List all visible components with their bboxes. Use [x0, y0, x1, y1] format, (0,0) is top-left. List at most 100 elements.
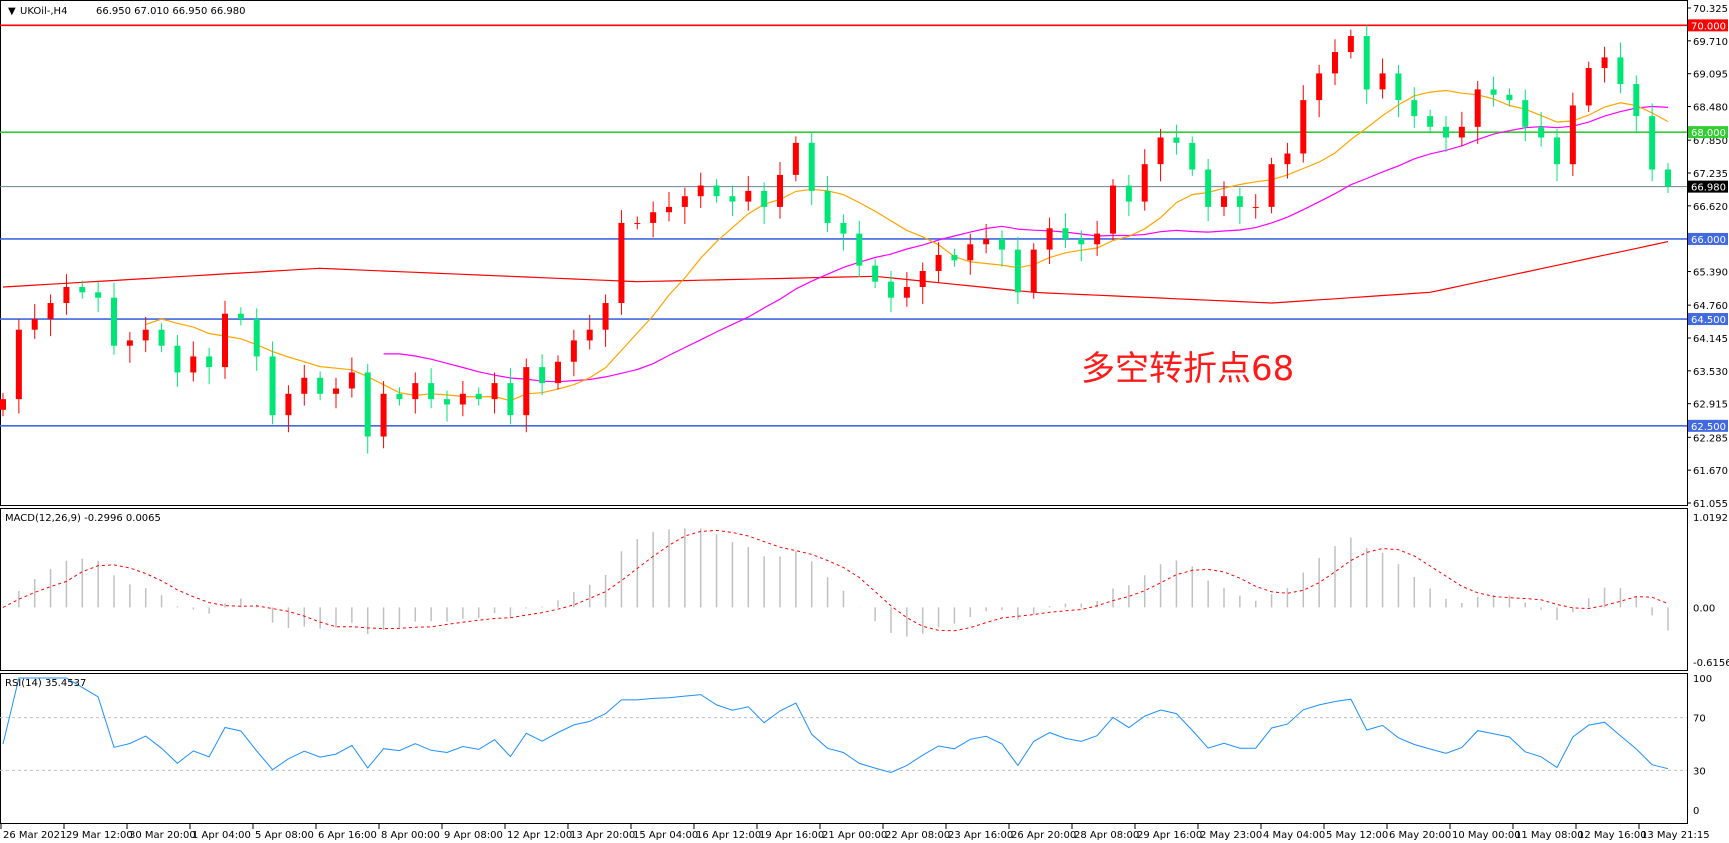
- candle-body: [1347, 36, 1354, 53]
- price-tick-label: 69.095: [1693, 70, 1728, 81]
- candle-body: [1078, 238, 1085, 245]
- price-panel-frame: [0, 0, 1688, 506]
- level-tag-label: 66.980: [1691, 183, 1726, 194]
- candle-body: [206, 356, 213, 368]
- candle-body: [1221, 196, 1227, 207]
- candle-body: [1633, 84, 1640, 117]
- rsi-tick-label: 100: [1693, 674, 1712, 685]
- candle-body: [1316, 73, 1323, 101]
- price-tick-label: 61.670: [1693, 466, 1728, 477]
- candle-body: [935, 254, 942, 271]
- candle-body: [301, 377, 308, 394]
- candle-body: [95, 292, 102, 298]
- candle-body: [1205, 169, 1212, 207]
- price-tick-label: 67.235: [1693, 169, 1728, 180]
- candle-body: [824, 190, 831, 223]
- time-tick-label: 6 May 20:00: [1389, 830, 1451, 841]
- price-tick-label: 70.325: [1693, 4, 1728, 15]
- level-tag: [1688, 232, 1728, 245]
- time-tick-label: 30 Mar 20:00: [129, 830, 196, 841]
- candle-body: [888, 281, 894, 298]
- macd-tick-label: 1.0192: [1693, 513, 1728, 524]
- candle-body: [1538, 126, 1545, 138]
- rsi-panel-frame: [0, 673, 1688, 824]
- candle-body: [1173, 137, 1180, 143]
- candle-body: [792, 142, 799, 175]
- rsi-label: RSI(14) 35.4537: [5, 678, 86, 689]
- annotation-text: 多空转折点68: [1081, 349, 1294, 389]
- candle-body: [47, 303, 54, 320]
- candle-body: [237, 313, 244, 320]
- candle-body: [15, 329, 22, 400]
- candle-body: [872, 265, 879, 282]
- candle-body: [951, 254, 958, 261]
- candle-body: [729, 196, 736, 202]
- candle-body: [840, 222, 847, 234]
- candle-body: [444, 399, 450, 405]
- candle-body: [919, 270, 926, 288]
- candle-body: [745, 190, 752, 202]
- time-tick-label: 2 May 23:00: [1200, 830, 1262, 841]
- candle-body: [650, 212, 657, 223]
- time-tick-label: 28 Apr 08:00: [1074, 830, 1139, 841]
- candle-body: [364, 372, 371, 437]
- macd-tick-label: 0.00: [1693, 603, 1715, 614]
- candle-body: [1554, 137, 1560, 165]
- candle-body: [1014, 249, 1021, 293]
- candle-body: [967, 244, 974, 261]
- price-tick-label: 63.530: [1693, 367, 1728, 378]
- level-tag: [1688, 419, 1728, 432]
- level-tag: [1688, 180, 1728, 193]
- candle-body: [1411, 100, 1418, 117]
- candle-body: [681, 196, 688, 207]
- price-panel[interactable]: 70.325 69.710 69.095 68.480 67.850 67.235 66.6…: [0, 0, 1728, 511]
- rsi-panel[interactable]: 100 70 30 0: [0, 673, 1712, 824]
- symbol-dropdown-icon[interactable]: ▼: [8, 6, 16, 17]
- candle-body: [412, 383, 419, 400]
- candle-body: [174, 345, 181, 373]
- candle-body: [1458, 126, 1465, 138]
- candle-body: [63, 287, 70, 304]
- candle-body: [1189, 142, 1196, 170]
- macd-tick-label: -0.6156: [1693, 658, 1729, 669]
- candle-body: [1569, 105, 1576, 165]
- candle-body: [539, 367, 546, 384]
- candle-body: [1363, 36, 1370, 90]
- candle-body: [79, 287, 86, 293]
- price-tick-label: 66.620: [1693, 202, 1728, 213]
- time-tick-label: 13 Apr 20:00: [570, 830, 635, 841]
- time-tick-label: 8 Apr 00:00: [381, 830, 440, 841]
- candle-body: [475, 393, 482, 400]
- candle-body: [333, 388, 339, 394]
- macd-signal-line: [2, 529, 1669, 632]
- candle-body: [634, 222, 641, 224]
- time-tick-label: 12 Apr 12:00: [507, 830, 572, 841]
- candle-body: [491, 383, 498, 400]
- candle-body: [1141, 164, 1148, 202]
- candle-body: [761, 190, 768, 207]
- candle-body: [808, 142, 815, 191]
- candle-body: [269, 356, 276, 416]
- price-tick-label: 64.760: [1693, 301, 1728, 312]
- candle-body: [1284, 153, 1291, 165]
- time-tick-label: 6 Apr 16:00: [318, 830, 377, 841]
- macd-panel[interactable]: 1.0192 0.00 -0.6156: [0, 508, 1729, 671]
- price-tick-label: 64.145: [1693, 334, 1728, 345]
- candle-body: [428, 383, 435, 400]
- level-tag: [1688, 19, 1728, 32]
- candle-body: [1062, 228, 1069, 239]
- candle-body: [777, 174, 783, 207]
- candle-body: [713, 185, 720, 197]
- price-tick-label: 67.850: [1693, 136, 1728, 147]
- level-tag: [1688, 126, 1728, 139]
- candle-body: [380, 393, 387, 437]
- candle-body: [142, 329, 149, 341]
- candle-body: [856, 233, 863, 266]
- level-tag-label: 64.500: [1691, 315, 1726, 326]
- time-tick-label: 12 May 16:00: [1578, 830, 1647, 841]
- candle-body: [1332, 52, 1338, 74]
- candle-body: [1157, 137, 1164, 165]
- candle-body: [1601, 57, 1608, 69]
